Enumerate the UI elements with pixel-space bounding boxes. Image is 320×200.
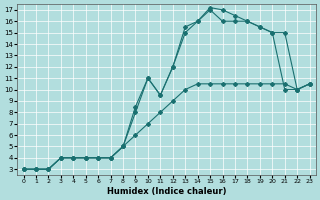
X-axis label: Humidex (Indice chaleur): Humidex (Indice chaleur)	[107, 187, 226, 196]
